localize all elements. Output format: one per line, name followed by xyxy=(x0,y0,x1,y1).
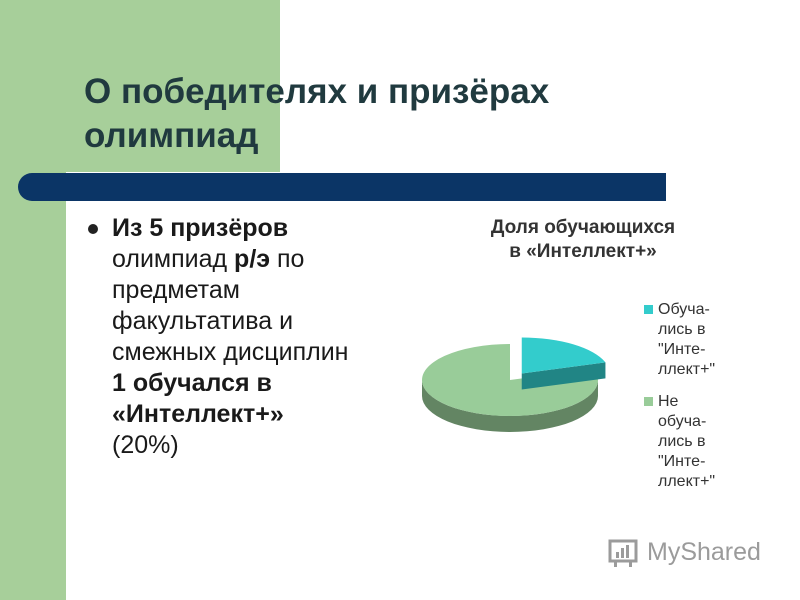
legend-studied-line-2: лись в xyxy=(658,321,706,338)
pie-slice-0 xyxy=(521,337,606,374)
legend-studied-line-4: ллект+" xyxy=(658,361,716,378)
chart-title: Доля обучающихся в «Интеллект+» xyxy=(440,216,726,264)
title-divider-bar xyxy=(18,173,666,201)
bullet-line-6: 1 обучался в xyxy=(112,369,272,397)
bullet-line-2-bold: р/э xyxy=(234,245,271,273)
bullet-line-4: факультатива и xyxy=(112,307,294,335)
legend-not-studied-line-5: ллект+" xyxy=(658,473,716,490)
pie-slice-side-0 xyxy=(521,362,606,390)
watermark-text: MyShared xyxy=(647,538,761,566)
bullet-line-7: «Интеллект+» xyxy=(112,400,284,428)
legend-swatch-studied xyxy=(644,305,653,314)
green-left-panel xyxy=(0,0,66,600)
legend-studied-line-1: Обуча- xyxy=(658,301,710,318)
bullet-line-2: олимпиад р/э по xyxy=(112,244,402,275)
legend-not-studied-line-1: Не xyxy=(658,393,679,410)
legend-not-studied-line-3: лись в xyxy=(658,433,706,450)
bullet-line-2-part-2: по xyxy=(270,245,305,273)
pie-chart xyxy=(422,337,606,432)
legend-not-studied-line-4: "Инте- xyxy=(658,453,706,470)
legend-label-studied: Обуча- лись в "Инте- ллект+" xyxy=(658,300,778,380)
legend-item-not-studied: Не обуча- лись в "Инте- ллект+" xyxy=(638,392,778,492)
chart-icon xyxy=(608,539,638,567)
chart-title-line-1: Доля обучающихся xyxy=(490,217,676,238)
chart-title-line-2: в «Интеллект+» xyxy=(509,241,657,262)
pie-slice-side-1 xyxy=(422,380,598,432)
slide-title-line-1: О победителях и призёрах xyxy=(84,72,550,111)
legend-label-not-studied: Не обуча- лись в "Инте- ллект+" xyxy=(658,392,778,492)
slide-title-line-2: олимпиад xyxy=(84,116,259,155)
bullet-dot-icon xyxy=(88,224,98,234)
legend-item-studied: Обуча- лись в "Инте- ллект+" xyxy=(638,300,778,380)
pie-slice-1 xyxy=(422,344,598,416)
bullet-line-1: Из 5 призёров xyxy=(112,213,402,244)
bullet-line-8: (20%) xyxy=(112,431,179,459)
bullet-line-5: смежных дисциплин xyxy=(112,338,349,366)
bullet-line-3: предметам xyxy=(112,276,240,304)
bullet-line-2-part-1: олимпиад xyxy=(112,245,235,273)
bullet-text: Из 5 призёров олимпиад р/э по предметам … xyxy=(112,213,402,461)
chart-legend: Обуча- лись в "Инте- ллект+" Не обуча- л… xyxy=(638,300,778,504)
green-top-panel xyxy=(66,0,280,172)
legend-swatch-not-studied xyxy=(644,397,653,406)
bullet-line-1-bold: Из 5 призёров xyxy=(112,214,289,242)
legend-not-studied-line-2: обуча- xyxy=(658,413,707,430)
slide-title: О победителях и призёрах олимпиад xyxy=(84,70,724,158)
legend-studied-line-3: "Инте- xyxy=(658,341,706,358)
